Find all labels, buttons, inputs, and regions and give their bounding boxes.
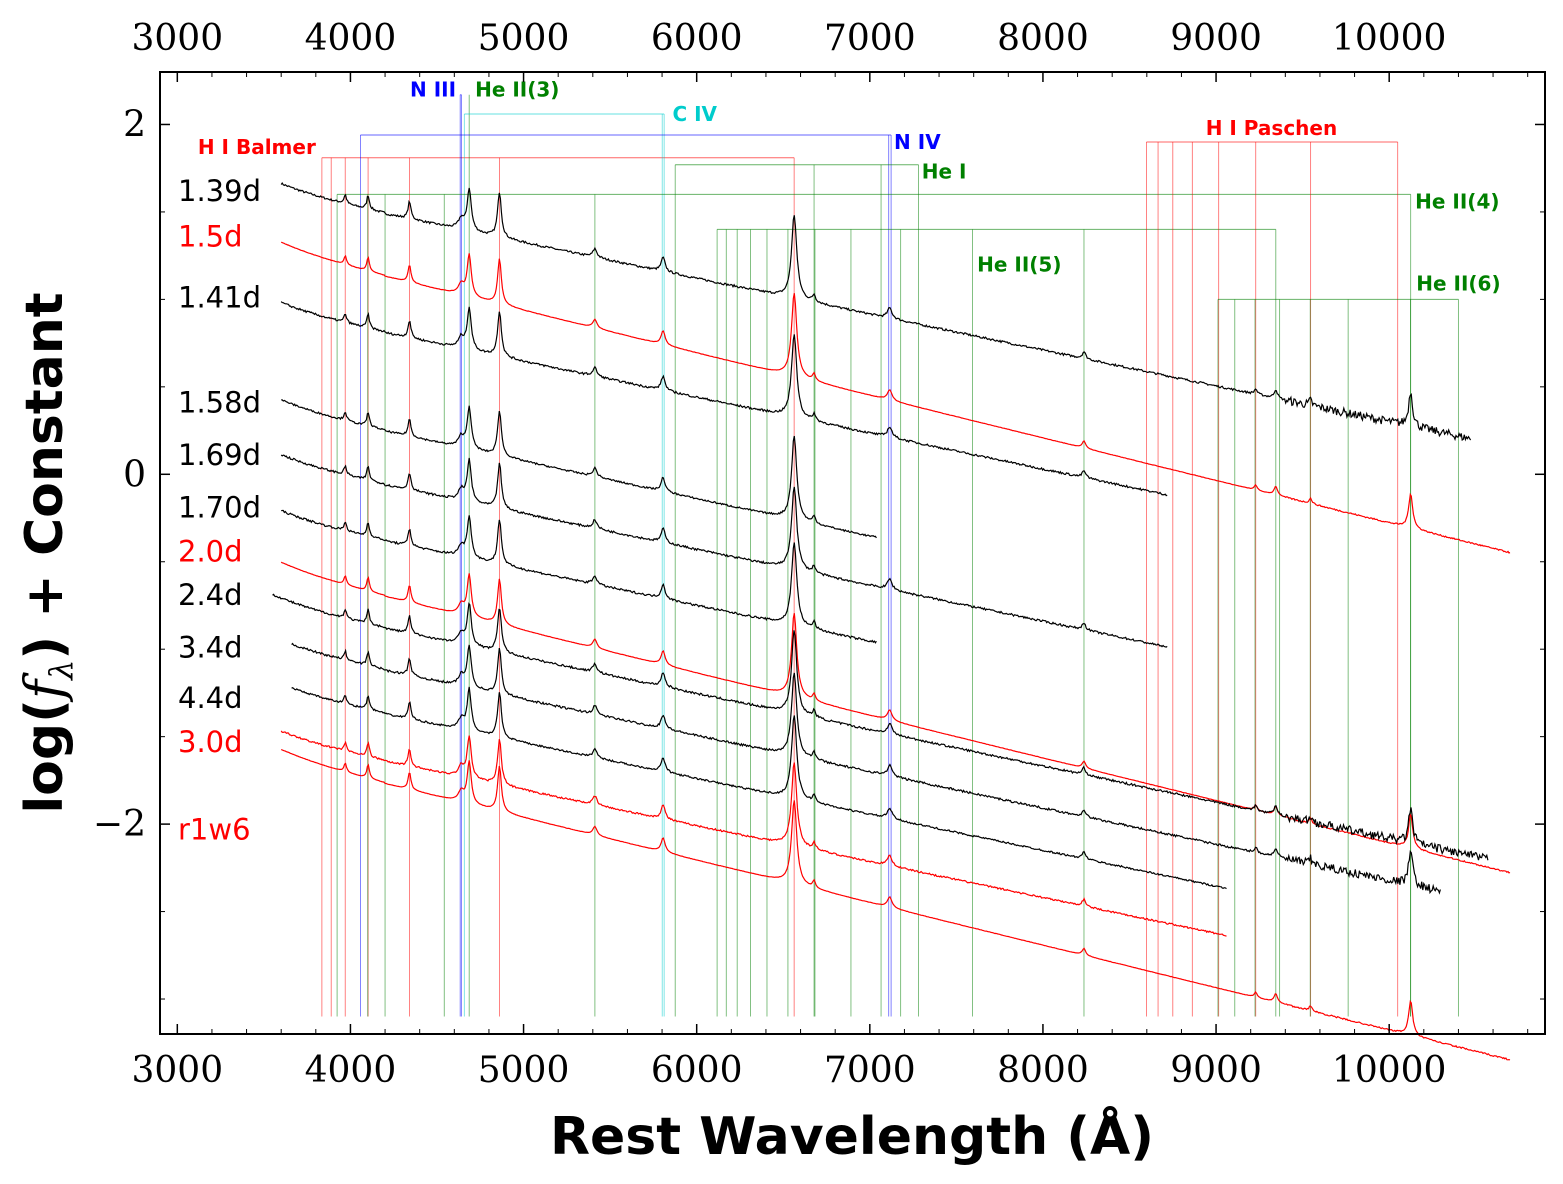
x-tick-label-top: 3000 [132, 18, 224, 59]
line-group-labels: H I Balmer N III He II(3) C IV N IV He I He II… [198, 77, 1501, 295]
spectrum-1.5d [280, 241, 1511, 554]
line-markers [321, 94, 1459, 1017]
x-axis-title: Rest Wavelength (Å) [550, 1106, 1154, 1167]
line-group-label: He II(5) [977, 252, 1061, 276]
x-tick-label-bottom: 6000 [651, 1050, 743, 1091]
line-group-label: He I [922, 160, 967, 184]
spectrum-3.0d [280, 730, 1227, 937]
x-tick-label-bottom: 8000 [997, 1050, 1089, 1091]
y-tick-label: −2 [93, 804, 146, 845]
axis-ticks: 3000 3000 4000 4000 5000 5000 6000 6000 7000 7000… [93, 18, 1545, 1091]
spectrum-label: 1.58d [178, 386, 261, 420]
spectrum-labels: 1.39d 1.5d 1.41d 1.58d 1.69d 1.70d 2.0d 2.4d 3.4… [178, 174, 261, 846]
x-tick-label-bottom: 7000 [824, 1050, 916, 1091]
line-group-label: He II(6) [1416, 272, 1500, 296]
x-tick-label-top: 8000 [997, 18, 1089, 59]
line-group-label: H I Balmer [198, 135, 316, 159]
y-tick-label: 2 [123, 104, 146, 145]
x-tick-label-bottom: 4000 [305, 1050, 397, 1091]
line-group-label: N III [410, 77, 456, 101]
x-tick-label-bottom: 10000 [1332, 1050, 1447, 1091]
y-tick-label: 0 [123, 454, 146, 495]
spectrum-1.41d [280, 301, 1168, 497]
spectrum-4.4d [291, 686, 1227, 890]
y-axis-title-subscript: λ [42, 660, 80, 682]
line-group-label: N IV [894, 130, 941, 154]
x-tick-label-top: 9000 [1170, 18, 1262, 59]
y-axis-title: log(fλ) + Constant [15, 292, 80, 813]
y-axis-title-suffix: ) + Constant [15, 292, 75, 659]
spectrum-2.4d [272, 593, 1489, 861]
x-tick-label-top: 5000 [478, 18, 570, 59]
spectrum-label: 1.41d [178, 281, 261, 315]
x-tick-label-top: 4000 [305, 18, 397, 59]
plot-frame [159, 71, 1546, 1035]
spectrum-label: 3.4d [178, 630, 243, 664]
spectrum-label: 3.0d [178, 725, 243, 759]
x-tick-label-top: 6000 [651, 18, 743, 59]
spectrum-label: 4.4d [178, 681, 243, 715]
spectrum-label: 1.39d [178, 174, 261, 208]
spectrum-label: 1.69d [178, 438, 261, 472]
spectrum-label: r1w6 [178, 812, 251, 846]
line-group-label: H I Paschen [1206, 116, 1338, 140]
spectrum-1.39d [280, 182, 1472, 442]
spectrum-3.4d [291, 642, 1441, 895]
x-tick-label-bottom: 9000 [1170, 1050, 1262, 1091]
x-tick-label-bottom: 3000 [132, 1050, 224, 1091]
line-group-label: C IV [672, 102, 717, 126]
spectrum-label: 2.4d [178, 578, 243, 612]
spectrum-label: 1.70d [178, 491, 261, 525]
spectrum-r1w6 [280, 748, 1511, 1061]
spectrum-1.58d [281, 399, 877, 539]
spectrum-label: 1.5d [178, 219, 243, 253]
x-tick-label-bottom: 5000 [478, 1050, 570, 1091]
line-group-label: He II(3) [475, 77, 559, 101]
x-tick-label-top: 7000 [824, 18, 916, 59]
spectrum-label: 2.0d [178, 534, 243, 568]
spectrum-1.69d [280, 454, 1168, 648]
y-axis-title-prefix: log( [15, 699, 75, 814]
line-group-label: He II(4) [1415, 189, 1499, 213]
x-tick-label-top: 10000 [1332, 18, 1447, 59]
spectrum-1.70d [281, 509, 877, 644]
spectra-series [272, 182, 1511, 1061]
spectrum-2.0d [280, 561, 1511, 874]
